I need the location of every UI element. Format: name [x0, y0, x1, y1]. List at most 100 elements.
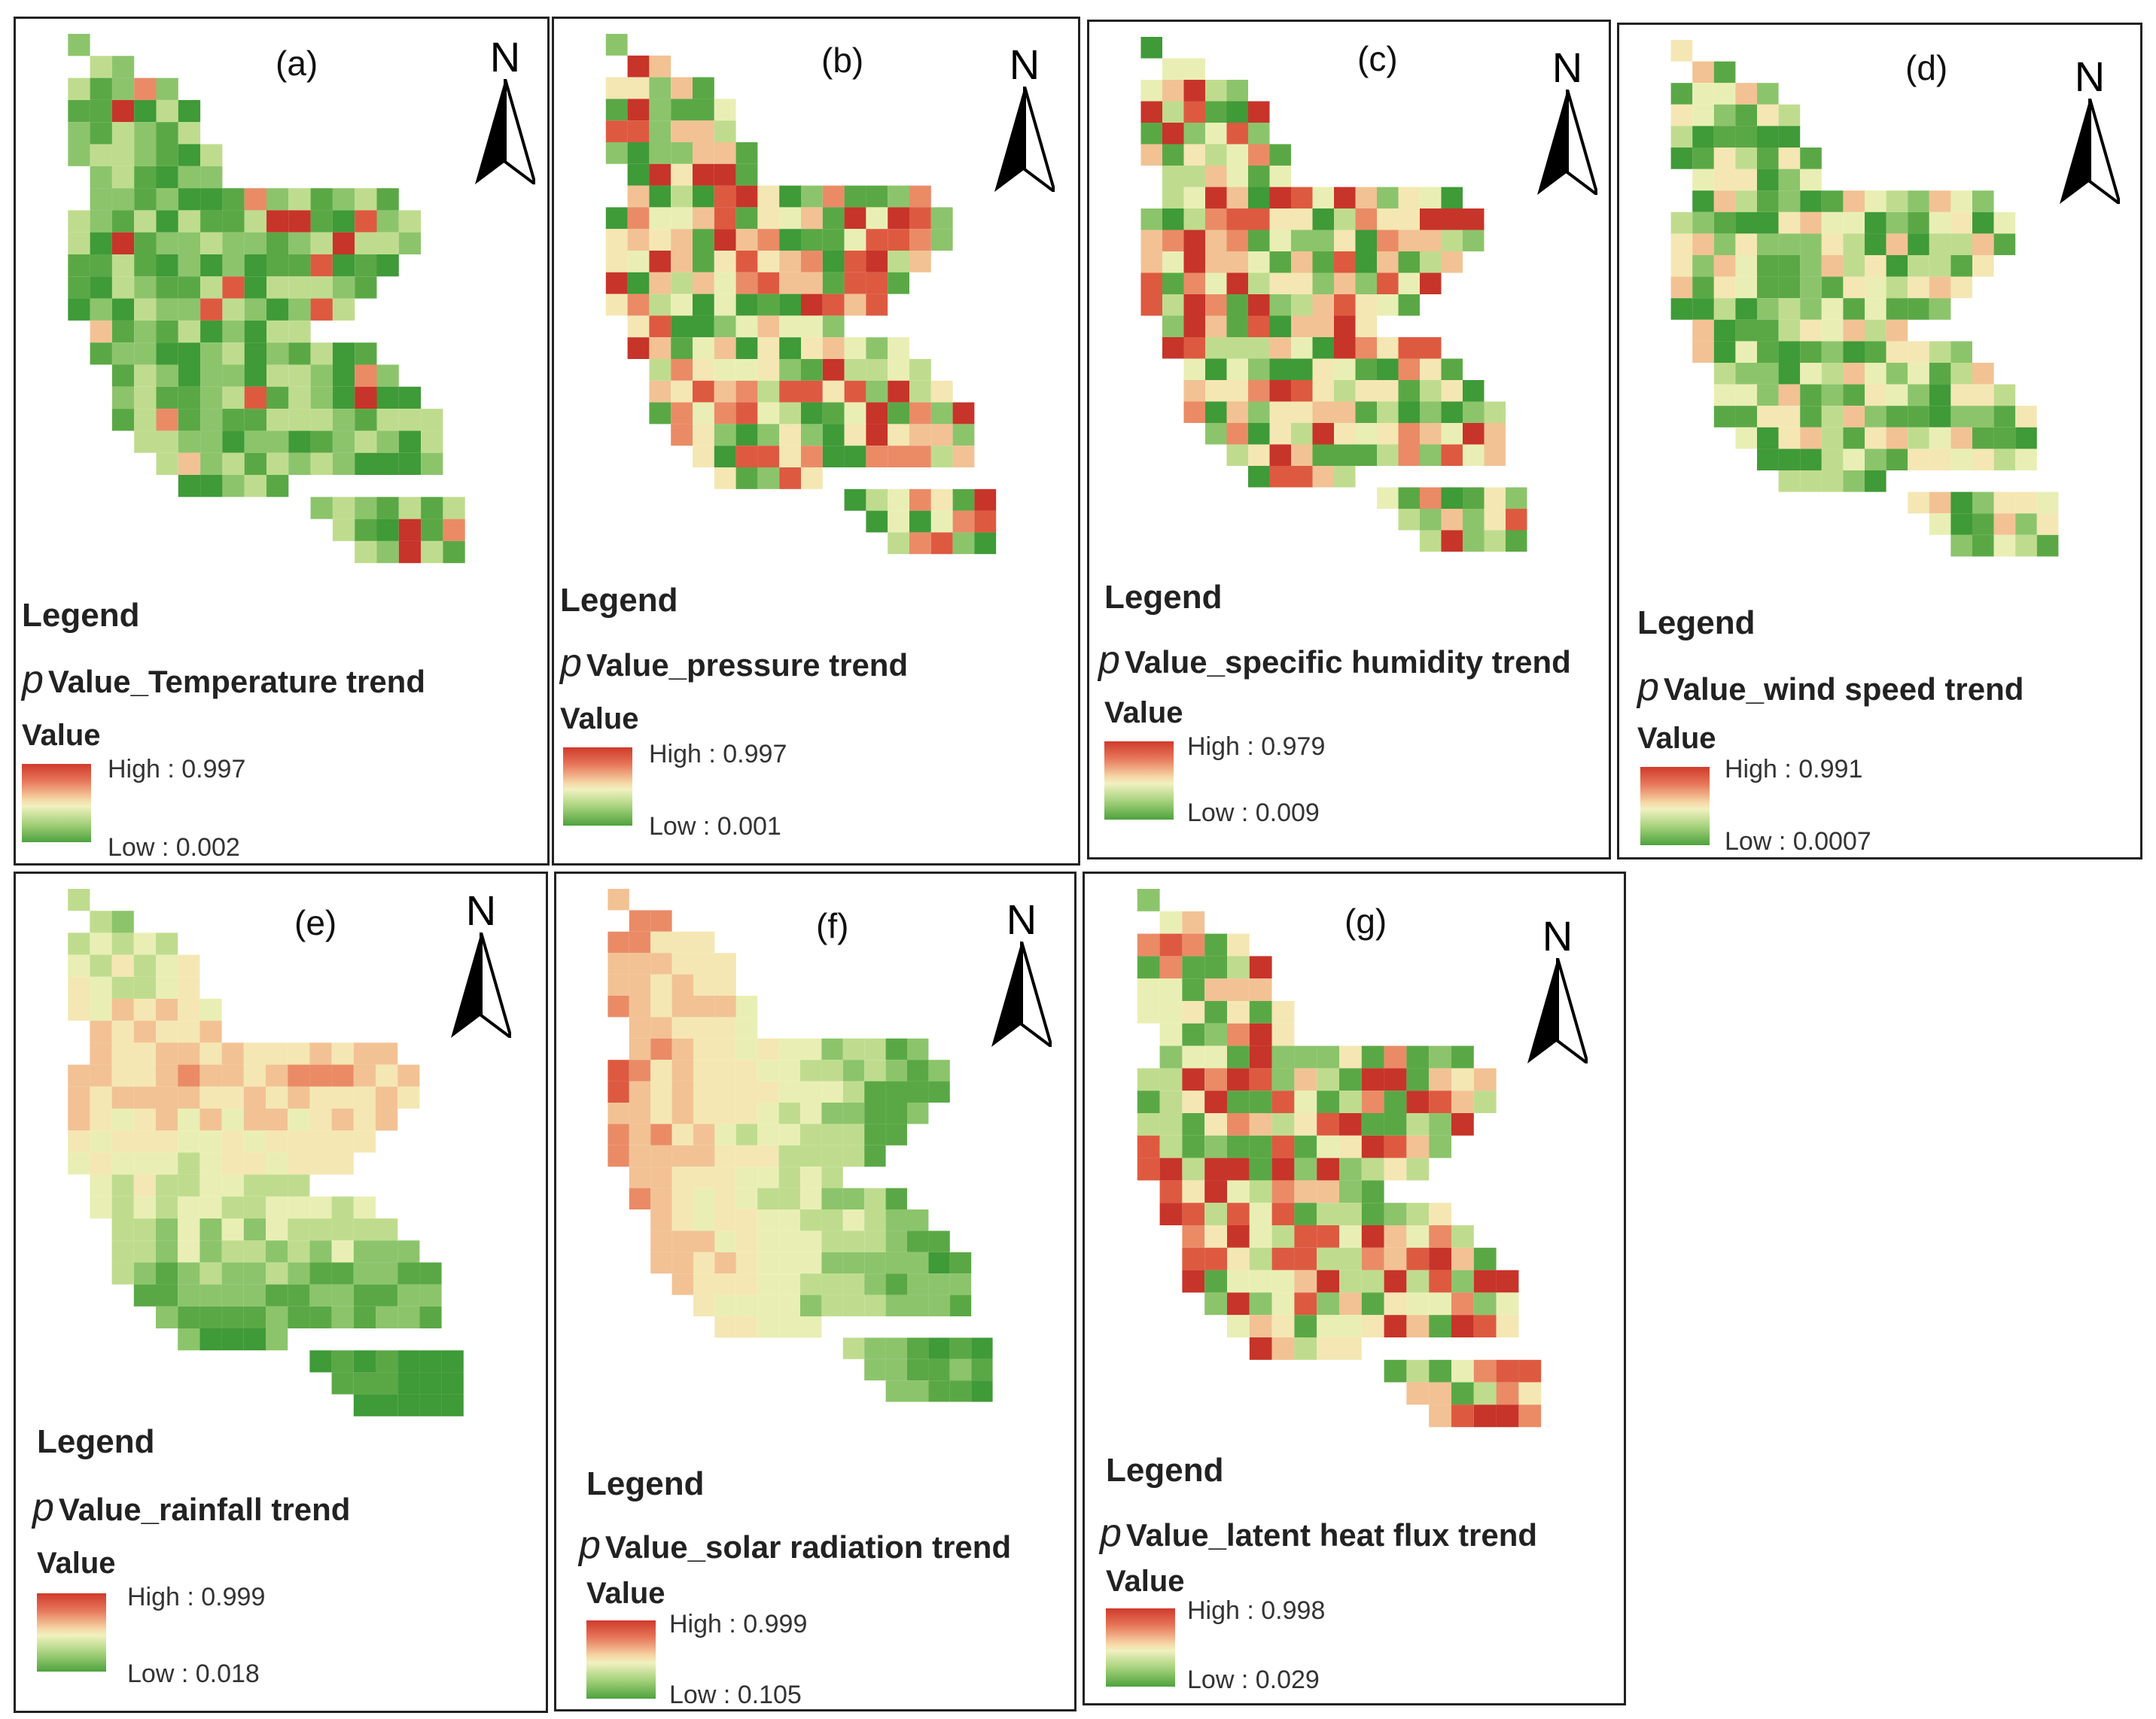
map-cell: [1339, 1045, 1362, 1069]
map-cell: [1312, 315, 1334, 337]
map-cell: [1317, 1158, 1339, 1181]
map-cell: [1248, 101, 1270, 123]
map-cell: [629, 1124, 651, 1145]
map-cell: [1226, 337, 1248, 359]
map-cell: [111, 1196, 134, 1219]
map-cell: [1757, 449, 1779, 470]
map-cell: [757, 359, 780, 381]
map-cell: [1972, 534, 1994, 557]
map-cell: [735, 446, 758, 467]
map-cell: [1950, 513, 1972, 535]
map-cell: [1757, 255, 1779, 277]
map-cell: [1441, 187, 1463, 208]
map-cell: [355, 342, 377, 365]
map-cell: [353, 1262, 376, 1285]
map-cell: [376, 519, 399, 541]
map-cell: [376, 1042, 398, 1065]
map-cell: [1821, 427, 1844, 449]
map-cell: [714, 446, 736, 467]
map-cell: [222, 409, 245, 431]
map-cell: [778, 1209, 800, 1231]
map-cell: [221, 1130, 244, 1153]
map-cell: [1182, 1225, 1205, 1248]
map-cell: [1420, 401, 1442, 423]
map-cell: [1972, 190, 1994, 212]
map-cell: [1778, 384, 1801, 406]
map-cell: [1226, 230, 1248, 251]
map-cell: [1735, 104, 1757, 126]
map-cell: [2036, 491, 2059, 514]
map-cell: [821, 1209, 843, 1231]
map-cell: [907, 1060, 929, 1082]
map-cell: [376, 1240, 398, 1263]
map-cell: [629, 931, 651, 954]
map-cell: [200, 188, 223, 211]
map-cell: [909, 424, 931, 446]
map-cell: [650, 1231, 672, 1252]
map-cell: [1429, 1315, 1451, 1337]
map-cell: [1473, 1315, 1497, 1337]
map-cell: [1778, 470, 1801, 492]
map-cell: [778, 1060, 800, 1082]
map-cell: [376, 1306, 398, 1328]
map-cell: [1735, 341, 1757, 363]
map-cell: [1692, 255, 1714, 277]
map-cell: [1692, 211, 1714, 234]
map-cell: [1821, 341, 1844, 363]
map-cell: [649, 294, 671, 316]
map-cell: [779, 380, 801, 403]
map-cell: [1908, 491, 1929, 514]
map-cell: [1886, 233, 1908, 255]
map-cell: [178, 1086, 200, 1109]
map-cell: [1757, 276, 1779, 299]
map-cell: [864, 1081, 886, 1103]
map-cell: [693, 1060, 715, 1082]
map-cell: [885, 1081, 907, 1103]
map-cell: [1182, 911, 1205, 934]
map-cell: [1317, 1180, 1339, 1203]
map-cell: [133, 954, 156, 977]
map-cell: [714, 1038, 736, 1060]
map-cell: [605, 77, 628, 99]
legend-title: Legend: [1104, 579, 1223, 616]
map-cell: [735, 1145, 758, 1167]
map-cell: [199, 1042, 222, 1065]
map-cell: [1294, 1292, 1317, 1316]
color-ramp: [22, 764, 91, 842]
map-cell: [757, 1081, 779, 1103]
map-cell: [779, 337, 801, 359]
map-cell: [243, 1042, 266, 1065]
map-cell: [693, 1231, 715, 1252]
map-cell: [949, 1295, 972, 1316]
pixel-map-e: [68, 889, 464, 1416]
map-cell: [1377, 358, 1399, 380]
map-cell: [1334, 358, 1356, 380]
map-cell: [821, 1273, 843, 1295]
map-cell: [310, 188, 333, 211]
map-cell: [1271, 1158, 1295, 1181]
map-cell: [222, 276, 245, 299]
map-cell: [629, 1017, 651, 1039]
map-cell: [355, 409, 377, 431]
map-cell: [714, 996, 736, 1018]
map-cell: [1692, 190, 1714, 212]
map-cell: [1908, 449, 1929, 470]
map-cell: [650, 1167, 672, 1188]
map-cell: [1757, 427, 1779, 449]
map-cell: [1496, 1270, 1519, 1293]
map-cell: [885, 1273, 907, 1295]
map-cell: [1361, 1068, 1384, 1091]
map-cell: [649, 380, 671, 403]
map-cell: [1227, 1135, 1250, 1158]
map-cell: [735, 1316, 758, 1338]
map-cell: [1384, 1135, 1407, 1158]
map-cell: [1334, 423, 1356, 445]
map-cell: [331, 1109, 354, 1131]
map-cell: [1865, 363, 1886, 385]
map-cell: [244, 298, 266, 321]
map-cell: [200, 364, 223, 387]
map-cell: [331, 1240, 354, 1263]
map-cell: [801, 185, 823, 208]
map-cell: [309, 1064, 332, 1087]
map-cell: [1183, 187, 1205, 208]
